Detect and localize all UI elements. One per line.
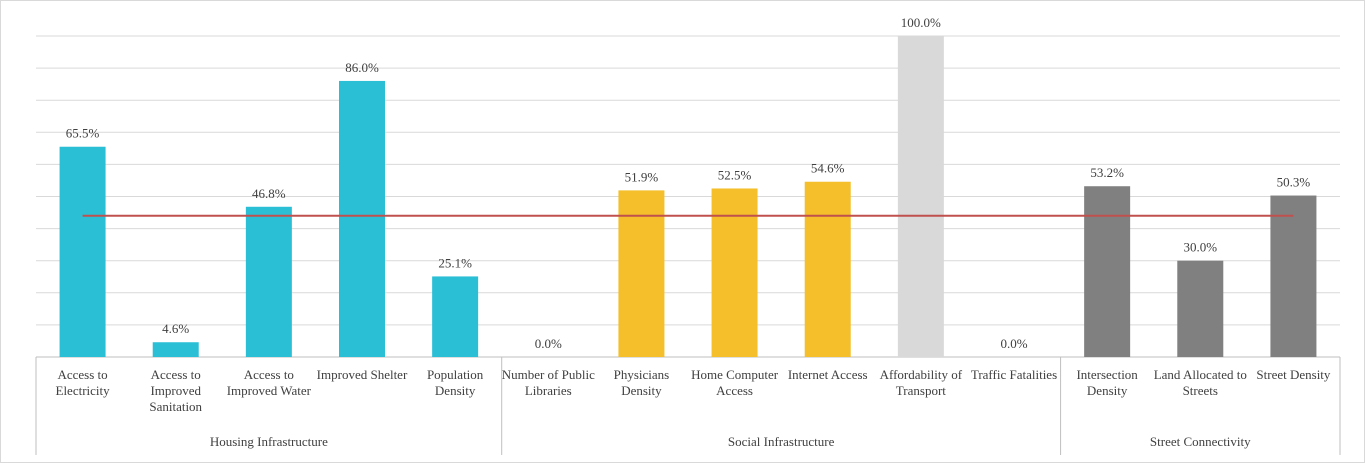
data-label: 54.6% [811, 161, 845, 176]
x-tick-label: Number of Public Libraries [501, 367, 595, 398]
x-tick-label: Improved Shelter [316, 367, 408, 382]
x-tick-label: Intersection Density [1076, 367, 1138, 398]
data-label: 51.9% [625, 169, 659, 184]
data-label: 0.0% [535, 336, 562, 351]
data-label: 50.3% [1277, 175, 1311, 190]
bar [711, 188, 758, 357]
bar [1177, 260, 1224, 357]
x-tick-label: Affordability of Transport [879, 367, 963, 398]
x-tick-label: Access to Improved Water [226, 367, 311, 398]
data-label: 52.5% [718, 167, 752, 182]
data-label: 65.5% [66, 126, 100, 141]
data-label: 100.0% [901, 15, 941, 30]
bar [339, 80, 385, 357]
x-tick-label: Internet Access [787, 367, 868, 382]
bar [618, 190, 665, 357]
data-label: 25.1% [438, 255, 472, 270]
group-label: Social Infrastructure [728, 434, 835, 449]
x-tick-label: Home Computer Access [691, 367, 779, 398]
data-label: 86.0% [345, 60, 379, 75]
x-tick-label: Access to Electricity [55, 367, 110, 398]
data-label: 4.6% [162, 321, 189, 336]
group-label: Street Connectivity [1150, 434, 1251, 449]
group-label: Housing Infrastructure [210, 434, 328, 449]
x-tick-label: Land Allocated to Streets [1153, 367, 1247, 398]
bar [152, 342, 199, 357]
x-tick-label: Access to Improved Sanitation [149, 367, 203, 414]
data-label: 30.0% [1183, 240, 1217, 255]
data-label: 46.8% [252, 186, 286, 201]
bar [59, 146, 106, 357]
x-tick-label: Population Density [426, 367, 484, 398]
bar [245, 206, 292, 357]
x-tick-label: Street Density [1256, 367, 1331, 382]
bar [897, 36, 944, 357]
x-tick-label: Traffic Fatalities [970, 367, 1058, 382]
bar [804, 181, 851, 357]
bar [1270, 195, 1317, 357]
bar [432, 276, 479, 357]
x-tick-label: Physicians Density [613, 367, 670, 398]
data-label: 53.2% [1090, 165, 1124, 180]
data-label: 0.0% [1000, 336, 1027, 351]
bar [1084, 186, 1131, 357]
